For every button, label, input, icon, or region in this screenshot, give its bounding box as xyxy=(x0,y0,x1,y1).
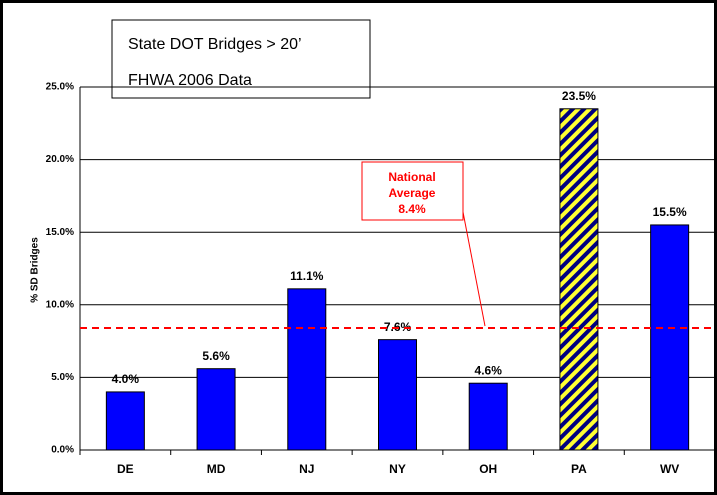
bar xyxy=(196,368,236,451)
y-tick-label: 25.0% xyxy=(46,82,74,93)
x-tick-label: NY xyxy=(389,462,406,476)
bar xyxy=(650,224,690,451)
value-label: 23.5% xyxy=(562,89,596,103)
chart-title: State DOT Bridges > 20’ xyxy=(128,36,302,53)
annotation-label: National Average xyxy=(388,170,435,200)
y-tick-label: 20.0% xyxy=(46,154,74,165)
bar xyxy=(287,288,327,451)
annotation-value: 8.4% xyxy=(398,202,426,216)
value-label: 11.1% xyxy=(290,269,324,283)
bar xyxy=(559,108,599,451)
value-label: 5.6% xyxy=(202,349,230,363)
y-tick-label: 0.0% xyxy=(51,445,74,456)
bar xyxy=(468,382,508,451)
y-tick-label: 5.0% xyxy=(51,372,74,383)
value-label: 7.6% xyxy=(384,320,412,334)
value-label: 15.5% xyxy=(653,205,687,219)
value-label: 4.6% xyxy=(475,363,503,377)
y-tick-label: 10.0% xyxy=(46,299,74,310)
bar xyxy=(105,391,145,451)
x-tick-label: NJ xyxy=(299,462,314,476)
annotation-label-line: Average xyxy=(389,186,436,200)
x-tick-label: PA xyxy=(571,462,587,476)
y-tick-label: 15.0% xyxy=(46,227,74,238)
annotation-box xyxy=(361,161,464,221)
chart-subtitle: FHWA 2006 Data xyxy=(128,72,252,89)
x-tick-label: OH xyxy=(479,462,497,476)
x-tick-label: DE xyxy=(117,462,134,476)
y-axis-label: % SD Bridges xyxy=(30,237,41,303)
bar xyxy=(378,339,417,451)
x-tick-label: WV xyxy=(660,462,679,476)
x-tick-label: MD xyxy=(207,462,226,476)
annotation-arrow xyxy=(462,211,486,327)
title-box xyxy=(111,19,371,99)
value-label: 4.0% xyxy=(112,372,140,386)
annotation-label-line: National xyxy=(388,170,435,184)
